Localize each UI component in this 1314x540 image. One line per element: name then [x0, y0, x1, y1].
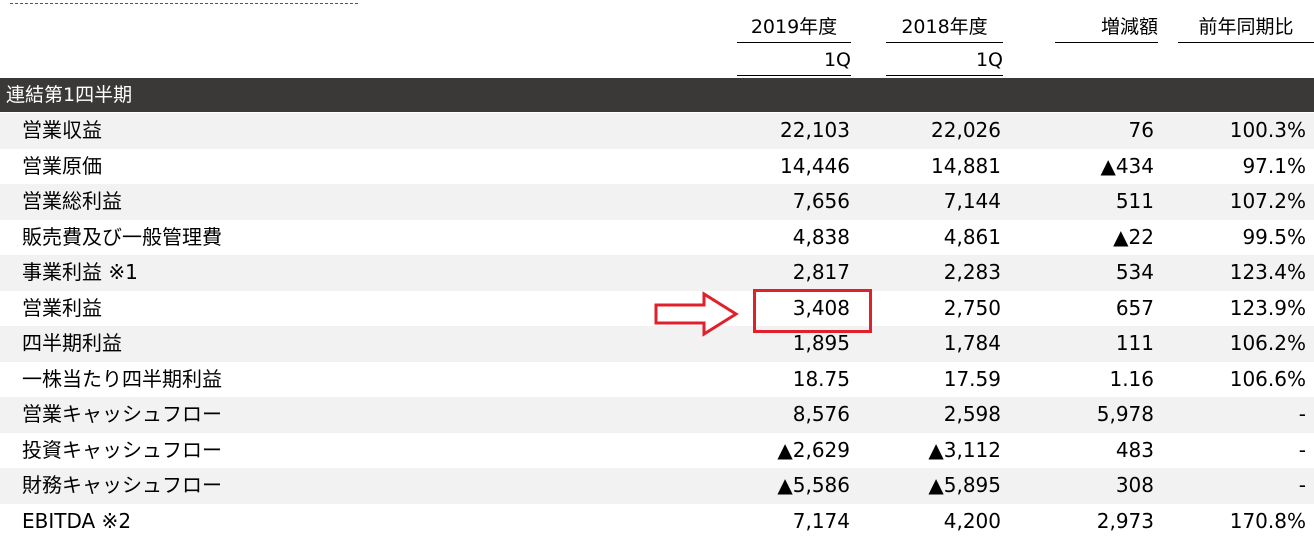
header-2018: 2018年度 — [886, 12, 1003, 43]
cell-ratio: 100.3% — [1229, 118, 1306, 142]
header-2019: 2019年度 — [737, 12, 851, 43]
cell-ratio: 107.2% — [1229, 189, 1306, 213]
cell-2018: ▲3,112 — [928, 437, 1001, 462]
highlight-box — [753, 289, 872, 333]
row-label: 事業利益 ※1 — [22, 260, 138, 284]
cell-2019: 7,174 — [792, 508, 850, 533]
row-label: 一株当たり四半期利益 — [22, 366, 222, 391]
cell-2019: 18.75 — [792, 366, 850, 391]
header-2018-sub: 1Q — [886, 45, 1003, 76]
cell-2018: 4,200 — [943, 508, 1001, 533]
cell-diff: ▲22 — [1113, 224, 1154, 249]
cell-2019: 2,817 — [792, 260, 850, 284]
table-row: 営業原価 14,446 14,881 ▲434 97.1% — [0, 149, 1314, 185]
cell-ratio: 106.6% — [1229, 366, 1306, 391]
cell-2018: 2,750 — [943, 295, 1001, 320]
table-row: 財務キャッシュフロー ▲5,586 ▲5,895 308 - — [0, 468, 1314, 504]
cell-2018: 7,144 — [943, 189, 1001, 213]
table-row: EBITDA ※2 7,174 4,200 2,973 170.8% — [0, 504, 1314, 540]
row-label: 販売費及び一般管理費 — [22, 224, 222, 249]
header-2019-sub: 1Q — [737, 45, 851, 76]
cell-diff: 2,973 — [1096, 508, 1154, 533]
row-label: 投資キャッシュフロー — [22, 437, 222, 462]
table-row: 営業利益 3,408 2,750 657 123.9% — [0, 291, 1314, 327]
cell-2019: 7,656 — [792, 189, 850, 213]
cell-2018: 2,283 — [943, 260, 1001, 284]
cell-2018: 4,861 — [943, 224, 1001, 249]
row-label: 営業総利益 — [22, 189, 122, 213]
cell-2019: 3,408 — [792, 295, 850, 320]
table-row: 事業利益 ※1 2,817 2,283 534 123.4% — [0, 255, 1314, 291]
row-label: 四半期利益 — [22, 331, 122, 355]
row-label: 営業キャッシュフロー — [22, 402, 222, 426]
table-row: 一株当たり四半期利益 18.75 17.59 1.16 106.6% — [0, 362, 1314, 398]
cell-2019: 8,576 — [792, 402, 850, 426]
cell-diff: 111 — [1115, 331, 1154, 355]
table-row: 四半期利益 1,895 1,784 111 106.2% — [0, 326, 1314, 362]
cell-2019: 1,895 — [792, 331, 850, 355]
table-row: 営業キャッシュフロー 8,576 2,598 5,978 - — [0, 397, 1314, 433]
cell-2019: 4,838 — [792, 224, 850, 249]
cell-2019: 14,446 — [780, 153, 850, 178]
cell-2018: 17.59 — [943, 366, 1001, 391]
row-label: 営業利益 — [22, 295, 102, 320]
row-label: 営業原価 — [22, 153, 102, 178]
section-title-bar: 連結第1四半期 — [0, 78, 1314, 112]
cell-2019: ▲2,629 — [777, 437, 850, 462]
cell-ratio: 99.5% — [1242, 224, 1306, 249]
header-diff: 増減額 — [1055, 12, 1158, 43]
cell-diff: 308 — [1115, 473, 1154, 497]
cell-ratio: - — [1298, 437, 1306, 462]
cell-2018: 2,598 — [943, 402, 1001, 426]
financial-table: 営業収益 22,103 22,026 76 100.3% 営業原価 14,446 14,881… — [0, 113, 1314, 539]
cell-2018: 22,026 — [931, 118, 1001, 142]
table-row: 営業総利益 7,656 7,144 511 107.2% — [0, 184, 1314, 220]
top-dashed-divider — [10, 3, 358, 4]
row-label: 財務キャッシュフロー — [22, 473, 222, 497]
cell-ratio: 97.1% — [1242, 153, 1306, 178]
cell-ratio: - — [1298, 473, 1306, 497]
row-label: 営業収益 — [22, 118, 102, 142]
header-ratio: 前年同期比 — [1178, 12, 1314, 43]
cell-diff: 5,978 — [1096, 402, 1154, 426]
cell-ratio: 170.8% — [1229, 508, 1306, 533]
cell-diff: 511 — [1115, 189, 1154, 213]
table-row: 販売費及び一般管理費 4,838 4,861 ▲22 99.5% — [0, 220, 1314, 256]
cell-diff: 657 — [1115, 295, 1154, 320]
cell-diff: 76 — [1128, 118, 1154, 142]
cell-ratio: - — [1298, 402, 1306, 426]
cell-ratio: 123.4% — [1229, 260, 1306, 284]
cell-2019: 22,103 — [780, 118, 850, 142]
cell-ratio: 106.2% — [1229, 331, 1306, 355]
cell-ratio: 123.9% — [1229, 295, 1306, 320]
row-label: EBITDA ※2 — [22, 508, 132, 533]
cell-diff: 534 — [1115, 260, 1154, 284]
cell-diff: ▲434 — [1100, 153, 1154, 178]
cell-2019: ▲5,586 — [777, 473, 850, 497]
cell-2018: 14,881 — [931, 153, 1001, 178]
cell-diff: 1.16 — [1109, 366, 1154, 391]
cell-diff: 483 — [1115, 437, 1154, 462]
cell-2018: ▲5,895 — [928, 473, 1001, 497]
right-arrow-icon — [654, 291, 739, 337]
table-row: 営業収益 22,103 22,026 76 100.3% — [0, 113, 1314, 149]
cell-2018: 1,784 — [943, 331, 1001, 355]
table-row: 投資キャッシュフロー ▲2,629 ▲3,112 483 - — [0, 433, 1314, 469]
